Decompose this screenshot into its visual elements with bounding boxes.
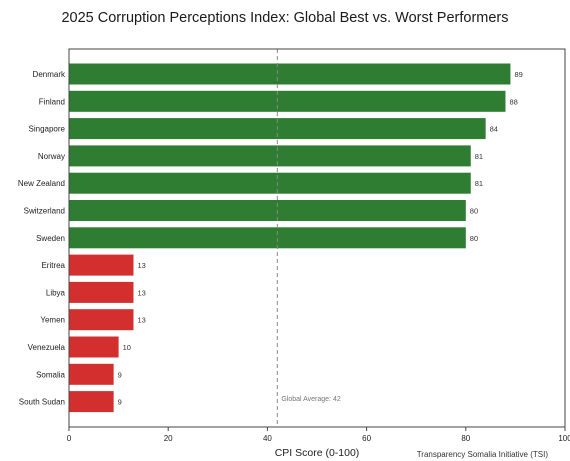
y-category-label: Singapore (29, 125, 66, 134)
value-label: 84 (490, 125, 498, 134)
value-label: 13 (137, 261, 145, 270)
chart-title: 2025 Corruption Perceptions Index: Globa… (61, 10, 509, 26)
bar-5 (69, 200, 466, 221)
x-axis-label: CPI Score (0-100) (275, 447, 360, 459)
value-label: 13 (137, 288, 145, 297)
x-tick-label: 80 (461, 434, 470, 443)
x-tick-label: 60 (362, 434, 371, 443)
y-category-label: Venezuela (28, 343, 66, 352)
bar-7 (69, 254, 134, 276)
y-category-label: Norway (38, 152, 65, 161)
value-label: 81 (475, 179, 483, 188)
y-category-labels: Denmark Finland Singapore Norway New Zealand… (18, 70, 66, 407)
bar-12 (69, 391, 114, 413)
value-label: 9 (118, 398, 122, 407)
value-label: 81 (475, 152, 483, 161)
bar-10 (69, 336, 119, 358)
bar-0 (69, 63, 511, 85)
y-category-label: Somalia (36, 370, 65, 379)
x-tick-label: 40 (263, 434, 272, 443)
x-axis-ticks: 0 20 40 60 80 100 (67, 427, 570, 443)
value-label: 80 (470, 234, 478, 243)
bar-11 (69, 363, 114, 385)
bar-9 (69, 309, 134, 331)
y-category-label: New Zealand (18, 179, 65, 188)
bars-layer (69, 63, 511, 413)
y-category-label: Eritrea (41, 261, 65, 270)
y-category-label: South Sudan (19, 398, 65, 407)
value-label: 89 (514, 70, 522, 79)
y-category-label: Sweden (36, 234, 65, 243)
y-category-label: Yemen (40, 316, 65, 325)
global-average-label: Global Average: 42 (281, 396, 341, 403)
y-category-label: Finland (39, 97, 65, 106)
value-label: 80 (470, 207, 478, 216)
plot-area-frame (68, 48, 566, 428)
bar-6 (69, 227, 466, 249)
value-label: 13 (137, 316, 145, 325)
x-tick-label: 100 (558, 434, 570, 443)
y-category-label: Libya (46, 288, 66, 297)
y-category-label: Switzerland (24, 207, 65, 216)
bar-1 (69, 90, 506, 112)
bar-8 (69, 281, 134, 303)
value-labels: 89 88 84 81 81 80 80 13 13 13 10 9 9 (118, 70, 523, 407)
reference-line-layer: Global Average: 42 (276, 49, 341, 427)
bar-4 (69, 172, 471, 194)
y-category-label: Denmark (33, 70, 66, 79)
value-label: 88 (509, 97, 517, 106)
value-label: 9 (118, 370, 122, 379)
bar-3 (69, 145, 471, 167)
source-note: Transparency Somalia Initiative (TSI) (416, 450, 548, 459)
x-tick-label: 0 (67, 434, 72, 443)
value-label: 10 (123, 343, 131, 352)
x-tick-label: 20 (164, 434, 173, 443)
